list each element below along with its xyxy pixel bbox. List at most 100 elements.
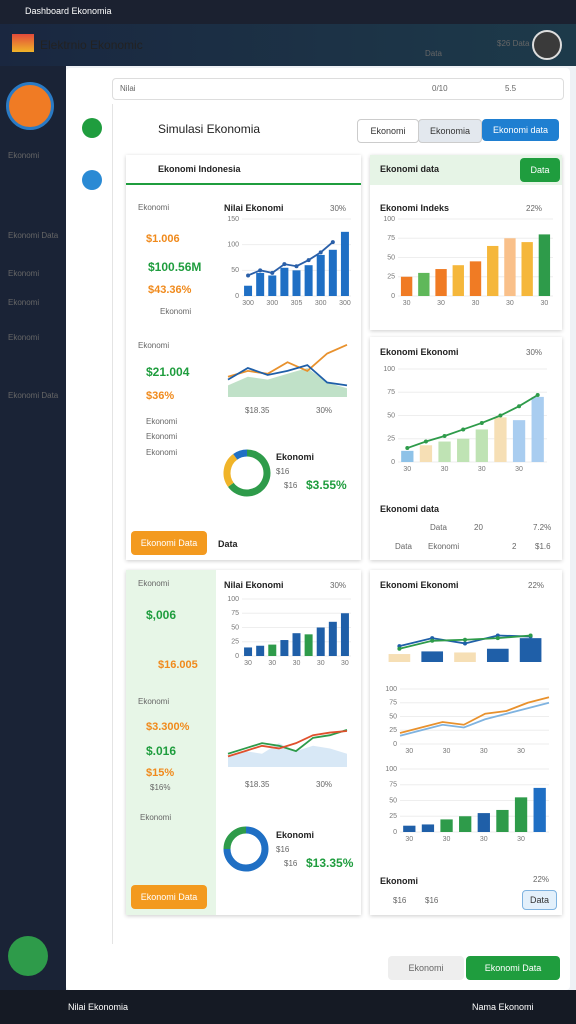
bar xyxy=(421,824,435,832)
label: $16 xyxy=(276,845,290,854)
label: Ekonomi Indeks xyxy=(380,203,450,213)
sidebar xyxy=(0,66,66,990)
rail-icon[interactable] xyxy=(82,118,102,138)
chart xyxy=(388,633,542,662)
y-tick-label: 50 xyxy=(389,713,397,720)
label: $,006 xyxy=(146,608,177,622)
title-bar xyxy=(0,0,576,24)
point xyxy=(330,240,335,245)
x-tick-label: 30 xyxy=(506,300,514,307)
rail-icon[interactable] xyxy=(82,170,102,190)
point xyxy=(517,404,522,409)
point xyxy=(306,258,311,263)
label: Nama Ekonomi xyxy=(472,1002,534,1012)
y-tick-label: 100 xyxy=(385,766,397,773)
bar xyxy=(328,249,337,296)
point xyxy=(528,633,533,638)
area xyxy=(228,368,347,397)
label: Data xyxy=(425,49,442,58)
label: $16 xyxy=(393,896,407,905)
y-tick-label: 100 xyxy=(383,366,395,373)
profile-avatar[interactable] xyxy=(6,82,54,130)
rail-divider xyxy=(112,104,113,944)
label: Ekonomi xyxy=(138,341,170,350)
label: Nilai Ekonomi xyxy=(224,203,284,213)
x-tick-label: 30 xyxy=(405,836,413,843)
bar xyxy=(435,269,447,296)
bar xyxy=(401,450,414,462)
y-tick-label: 0 xyxy=(393,741,397,748)
bar xyxy=(256,645,265,656)
dropdown[interactable] xyxy=(126,155,361,185)
bar xyxy=(268,644,277,656)
x-tick-label: 30 xyxy=(517,836,525,843)
user-avatar[interactable] xyxy=(8,936,48,976)
label: 20 xyxy=(474,523,483,532)
chart: 0 25 50 75 100 30 30 30 30 xyxy=(383,366,547,473)
button[interactable]: Ekonomi data xyxy=(482,119,559,141)
x-tick-label: 30 xyxy=(293,660,301,667)
button[interactable]: Ekonomi Data xyxy=(131,885,207,909)
label: 30% xyxy=(330,581,347,590)
label: Ekonomi xyxy=(146,448,178,457)
line xyxy=(227,729,348,755)
y-tick-label: 75 xyxy=(387,235,395,242)
label: $26 Data xyxy=(497,39,530,48)
button[interactable]: Ekonomi Data xyxy=(131,531,207,555)
bar xyxy=(280,267,289,296)
button[interactable]: Ekonomia xyxy=(418,119,482,143)
bar xyxy=(400,276,413,296)
chart: 0 25 50 75 100 30 30 30 30 30 xyxy=(227,596,351,667)
x-tick-label: 30 xyxy=(441,466,449,473)
chart xyxy=(227,729,348,767)
bar xyxy=(340,231,349,296)
button[interactable]: Data xyxy=(520,158,560,182)
point xyxy=(463,641,467,646)
point xyxy=(442,433,447,438)
x-tick-label: 30 xyxy=(405,748,413,755)
y-tick-label: 25 xyxy=(389,727,397,734)
x-tick-label: 30 xyxy=(478,466,486,473)
button[interactable]: Ekonomi xyxy=(357,119,419,143)
y-tick-label: 25 xyxy=(231,639,239,646)
bar xyxy=(475,429,488,462)
button[interactable]: Ekonomi Data xyxy=(466,956,560,980)
button[interactable]: Ekonomi xyxy=(388,956,464,980)
point xyxy=(282,262,287,267)
y-tick-label: 100 xyxy=(227,596,239,603)
y-tick-label: 0 xyxy=(393,829,397,836)
chart xyxy=(223,449,271,497)
label: 22% xyxy=(526,204,543,213)
bar xyxy=(531,396,544,462)
button[interactable]: Data xyxy=(522,890,557,910)
y-tick-label: 100 xyxy=(227,242,239,249)
label: $43.36% xyxy=(148,284,192,296)
x-tick-label: 30 xyxy=(437,300,445,307)
label: $.016 xyxy=(146,744,177,758)
label: $18.35 xyxy=(245,780,270,789)
point xyxy=(463,637,467,642)
bar xyxy=(328,621,337,656)
bar xyxy=(538,234,551,296)
y-tick-label: 50 xyxy=(387,412,395,419)
bar xyxy=(469,261,482,296)
card-side xyxy=(126,570,216,915)
label: 22% xyxy=(533,875,550,884)
x-tick-label: 30 xyxy=(480,836,488,843)
x-tick-label: 300 xyxy=(242,300,254,307)
bar xyxy=(256,272,265,296)
header xyxy=(0,24,576,66)
bar xyxy=(244,647,253,656)
chart: 0 50 100 150 300 300 305 300 300 xyxy=(227,216,351,307)
label: Ekonomi data xyxy=(380,164,440,174)
label: Ekonomi xyxy=(276,452,315,462)
bar xyxy=(457,438,470,462)
avatar[interactable] xyxy=(532,30,562,60)
y-tick-label: 150 xyxy=(227,216,239,223)
label: 7.2% xyxy=(533,523,552,532)
search-bar[interactable] xyxy=(112,78,564,100)
label: $16% xyxy=(150,783,171,792)
y-tick-label: 50 xyxy=(231,267,239,274)
chart: 0 25 50 75 100 30 30 30 30 xyxy=(385,766,549,843)
line xyxy=(407,394,539,449)
